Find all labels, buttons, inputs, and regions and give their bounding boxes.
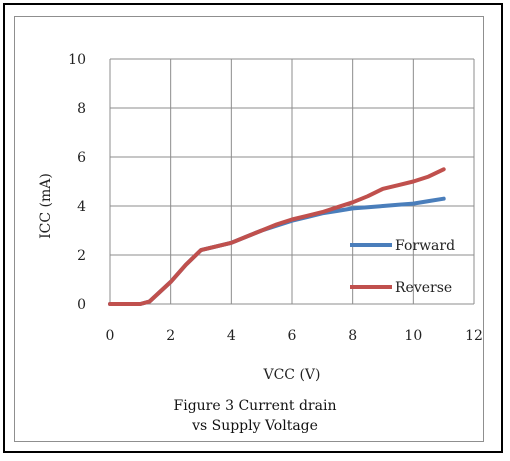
chart-area xyxy=(14,16,484,442)
y-tick-label: 10 xyxy=(68,52,86,68)
x-tick-label: 6 xyxy=(288,328,297,344)
figure-caption-line2: vs Supply Voltage xyxy=(192,418,318,434)
x-tick-label: 2 xyxy=(166,328,175,344)
y-tick-label: 6 xyxy=(77,150,86,166)
tick-labels: 0 2 4 6 8 10 12 0 2 4 6 8 10 xyxy=(68,52,483,344)
legend-label-forward: Forward xyxy=(395,238,455,254)
y-tick-label: 0 xyxy=(77,297,86,313)
figure-caption-line1: Figure 3 Current drain xyxy=(173,398,337,414)
x-tick-label: 0 xyxy=(106,328,115,344)
x-tick-label: 12 xyxy=(465,328,483,344)
legend-label-reverse: Reverse xyxy=(395,280,452,296)
gridlines xyxy=(109,58,475,305)
y-tick-label: 2 xyxy=(77,248,86,264)
legend: Forward Reverse xyxy=(350,238,455,296)
series-line-reverse xyxy=(108,167,446,306)
y-axis-label: ICC (mA) xyxy=(38,173,54,239)
x-tick-label: 8 xyxy=(348,328,357,344)
x-axis-label: VCC (V) xyxy=(262,367,320,383)
y-tick-label: 8 xyxy=(77,101,86,117)
series-line-forward xyxy=(108,196,446,306)
series-lines xyxy=(108,167,446,306)
y-tick-label: 4 xyxy=(77,199,86,215)
x-tick-label: 4 xyxy=(227,328,236,344)
x-tick-label: 10 xyxy=(404,328,422,344)
